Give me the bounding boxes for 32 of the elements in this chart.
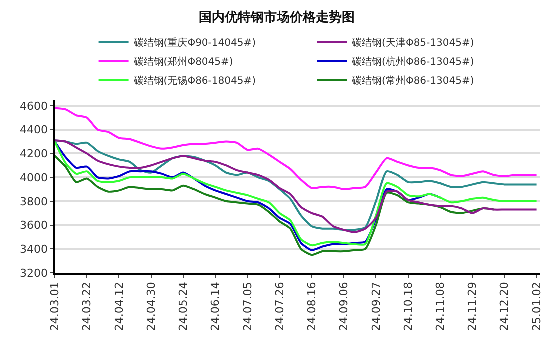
x-tick-label: 24.07.05 <box>241 282 254 332</box>
y-tick-label: 3600 <box>20 219 48 232</box>
x-tick-label: 24.04.12 <box>112 282 126 332</box>
x-tick-label: 24.04.30 <box>144 282 158 332</box>
x-tick-label: 24.11.29 <box>466 282 480 332</box>
y-tick-label: 4600 <box>20 100 48 113</box>
x-tick-label: 24.07.26 <box>273 282 286 332</box>
x-tick-label: 24.10.18 <box>402 282 415 332</box>
chart-title: 国内优特钢市场价格走势图 <box>199 9 355 26</box>
legend-label: 碳结钢(重庆Φ90-14045#) <box>132 37 256 50</box>
line-series <box>55 107 538 190</box>
x-tick-label: 24.11.08 <box>434 282 448 332</box>
legend-label: 碳结钢(杭州Φ86-13045#) <box>351 56 474 68</box>
x-tick-label: 24.06.14 <box>209 282 222 332</box>
y-tick-label: 3800 <box>20 195 48 208</box>
y-tick-label: 4400 <box>20 124 48 137</box>
x-tick-label: 24.03.22 <box>80 282 94 332</box>
legend-label: 碳结钢(郑州Φ8045#) <box>132 56 234 68</box>
y-tick-label: 4000 <box>20 171 48 184</box>
x-tick-label: 24.03.01 <box>48 282 62 332</box>
x-tick-label: 25.01.02 <box>530 282 544 332</box>
legend-label: 碳结钢(无锡Φ86-18045#) <box>132 75 256 88</box>
legend-label: 碳结钢(常州Φ86-13045#) <box>351 75 474 88</box>
x-tick-label: 24.05.24 <box>177 282 190 332</box>
x-tick-label: 24.09.27 <box>370 282 383 332</box>
x-tick-label: 24.09.06 <box>338 282 351 332</box>
y-tick-label: 3400 <box>20 242 48 256</box>
x-tick-label: 24.12.20 <box>498 282 512 332</box>
legend-label: 碳结钢(天津Φ85-13045#) <box>351 37 474 50</box>
y-tick-label: 4200 <box>20 148 48 161</box>
y-tick-label: 3200 <box>20 266 48 280</box>
x-tick-label: 24.08.16 <box>306 282 319 332</box>
